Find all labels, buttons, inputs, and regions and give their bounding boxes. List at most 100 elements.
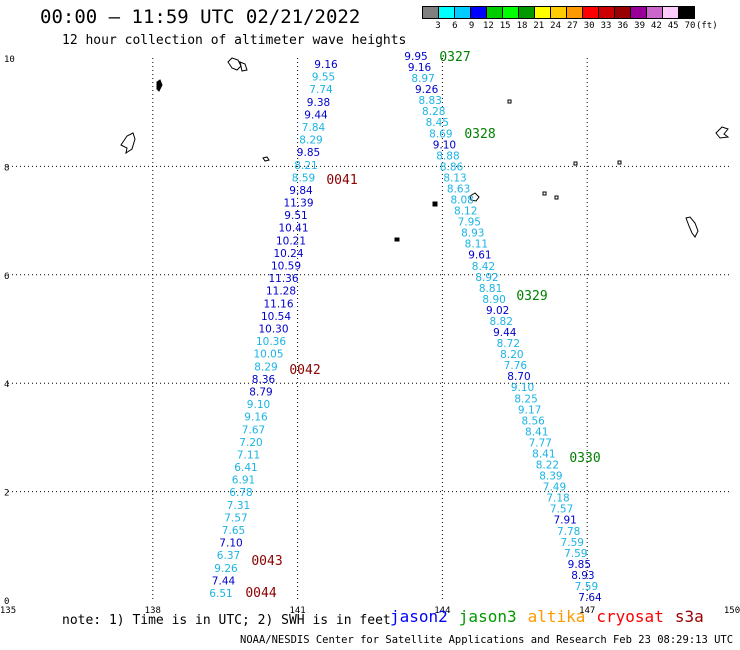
wave-height-value: 7.59 [561, 537, 584, 549]
wave-height-value: 11.16 [263, 298, 293, 310]
color-scale-label: 6 [452, 21, 458, 31]
wave-height-value: 10.59 [271, 261, 301, 273]
color-scale-label: (ft) [695, 21, 718, 31]
land-outlines [120, 57, 730, 242]
color-scale-label: 36 [617, 21, 629, 31]
pass-time-label: 0328 [464, 127, 495, 142]
map-subtitle: 12 hour collection of altimeter wave hei… [62, 33, 407, 48]
wave-height-value: 8.21 [294, 160, 317, 172]
color-scale-label: 21 [533, 21, 545, 31]
wave-height-value: 8.79 [249, 386, 272, 398]
x-tick-label: 138 [145, 606, 161, 616]
pass-time-label: 0044 [245, 586, 276, 601]
wave-height-value: 7.76 [504, 360, 528, 372]
island-outline [685, 216, 699, 238]
wave-height-value: 8.72 [497, 338, 520, 350]
island-outline [156, 79, 163, 92]
wave-height-value: 9.16 [408, 62, 432, 74]
wave-height-value: 9.17 [518, 404, 541, 416]
y-tick-label: 6 [4, 272, 9, 282]
wave-height-value: 7.57 [550, 504, 573, 516]
wave-height-value: 7.65 [222, 525, 245, 537]
wave-height-value: 11.28 [266, 286, 296, 298]
wave-height-value: 7.31 [227, 500, 250, 512]
wave-height-value: 8.41 [525, 426, 548, 438]
satellite-legend-item: cryosat [596, 607, 664, 626]
wave-height-value: 6.78 [229, 487, 252, 499]
wave-height-value: 7.91 [553, 515, 576, 527]
wave-height-value: 8.90 [482, 294, 505, 306]
wave-height-value: 9.10 [433, 139, 456, 151]
island-outline [617, 160, 622, 165]
wave-height-value: 8.92 [475, 272, 498, 284]
wave-height-value: 8.70 [507, 371, 530, 383]
island-outline [715, 126, 730, 139]
wave-height-value: 7.49 [543, 482, 566, 494]
pass-time-label: 0330 [569, 451, 600, 466]
satellite-legend-item: altika [527, 607, 586, 626]
wave-height-value: 10.41 [278, 223, 308, 235]
color-scale-label: 9 [468, 21, 475, 31]
island-outline [469, 192, 480, 202]
wave-height-value: 10.54 [261, 311, 291, 323]
x-tick-label: 147 [579, 606, 595, 616]
map-grid [8, 58, 732, 600]
pass-time-label: 0327 [439, 50, 470, 65]
footnote: note: 1) Time is in UTC; 2) SWH is in fe… [62, 613, 391, 628]
satellite-legend-item: jason2 [390, 607, 448, 626]
wave-height-value: 9.84 [289, 185, 313, 197]
wave-height-value: 9.55 [312, 72, 335, 84]
wave-height-value: 8.63 [447, 183, 470, 195]
wave-height-value: 9.44 [493, 327, 517, 339]
color-scale-bar [422, 6, 695, 19]
wave-height-value: 8.81 [479, 283, 502, 295]
wave-height-tracks: 9.169.557.749.389.447.848.299.858.218.59… [209, 51, 602, 604]
wave-height-value: 8.69 [429, 128, 452, 140]
wave-height-value: 8.08 [450, 195, 473, 207]
color-scale-label: 33 [600, 21, 612, 31]
wave-height-value: 8.83 [419, 95, 442, 107]
pass-time-labels: 0327 0328 0329 0330 0041 0042 0043 0044 [245, 50, 600, 601]
island-outline [120, 132, 136, 155]
satellite-legend: jason2 jason3 altika cryosat s3a [390, 607, 715, 626]
pass-time-label: 0041 [326, 173, 357, 188]
wave-height-value: 8.29 [299, 135, 322, 147]
wave-height-value: 8.25 [514, 393, 537, 405]
wave-height-value: 8.42 [472, 261, 495, 273]
wave-height-value: 7.84 [302, 122, 326, 134]
island-outline [239, 61, 248, 72]
map-axes: 135 138 141 144 147 150 0 2 4 6 8 10 [0, 55, 740, 616]
island-outline [262, 156, 270, 162]
wave-height-value: 8.56 [521, 415, 545, 427]
y-tick-label: 0 [4, 597, 9, 607]
wave-height-value: 8.12 [454, 206, 477, 218]
wave-height-value: 8.93 [461, 228, 484, 240]
credit-line: NOAA/NESDIS Center for Satellite Applica… [240, 634, 740, 646]
wave-height-value: 10.36 [256, 336, 286, 348]
x-tick-label: 135 [0, 606, 16, 616]
wave-height-value: 9.26 [214, 563, 238, 575]
wave-height-value: 8.39 [539, 471, 562, 483]
satellite-legend-item: s3a [674, 607, 704, 626]
color-scale-label: 12 [482, 21, 494, 31]
wave-height-value: 6.91 [232, 475, 255, 487]
wave-height-value: 10.24 [273, 248, 303, 260]
wave-height-value: 11.39 [283, 198, 313, 210]
wave-height-value: 8.88 [436, 150, 459, 162]
island-outline [554, 195, 559, 200]
pass-time-label: 0329 [516, 289, 547, 304]
wave-height-value: 8.22 [536, 460, 559, 472]
island-outline [507, 99, 512, 104]
wave-height-value: 7.59 [564, 548, 587, 560]
island-outline [573, 161, 578, 166]
wave-height-value: 9.85 [297, 147, 320, 159]
wave-height-value: 8.13 [443, 172, 466, 184]
wave-height-value: 8.36 [252, 374, 276, 386]
wave-height-value: 9.51 [284, 210, 307, 222]
y-tick-label: 4 [4, 380, 9, 390]
wave-height-value: 8.45 [426, 117, 449, 129]
wave-height-value: 9.10 [511, 382, 534, 394]
x-tick-label: 144 [434, 606, 450, 616]
wave-height-value: 9.10 [247, 399, 270, 411]
